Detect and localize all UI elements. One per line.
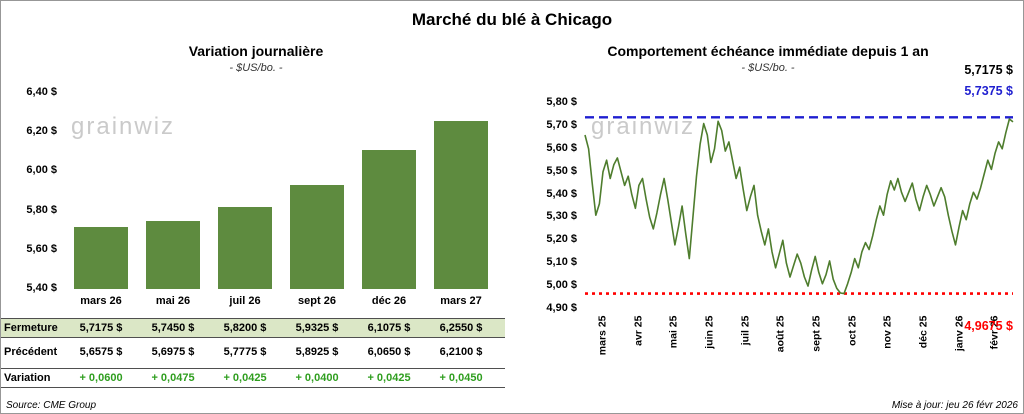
- row-label: Précédent: [4, 346, 58, 358]
- x-tick-label: mai 26: [155, 295, 191, 307]
- x-tick-label: mars 27: [440, 295, 482, 307]
- table-cell: + 0,0450: [439, 372, 483, 384]
- y-tick-label: 6,40 $: [26, 86, 57, 98]
- table-cell: 5,6975 $: [151, 346, 195, 358]
- line-chart-y-axis: 5,80 $ 5,70 $ 5,60 $ 5,50 $ 5,40 $ 5,30 $ 5,20…: [513, 96, 577, 314]
- x-tick-label: déc 25: [917, 315, 930, 349]
- table-cell: 5,9325 $: [295, 322, 339, 334]
- table-cell: 6,2100 $: [439, 346, 483, 358]
- y-tick-label: 5,60 $: [26, 242, 57, 255]
- bar-mars-27: [434, 121, 488, 289]
- bar-chart-y-axis: 6,40 $ 6,20 $ 6,00 $ 5,80 $ 5,60 $ 5,40 $: [1, 86, 57, 294]
- low-price-label: 4,9675 $: [964, 319, 1013, 333]
- bar-chart-title: Variation journalière: [188, 43, 324, 59]
- table-cell: 6,1075 $: [367, 322, 411, 334]
- bar-mars-26: [74, 226, 128, 289]
- x-tick-label: mars 25: [596, 315, 609, 356]
- table-cell: 5,8200 $: [223, 322, 267, 334]
- x-tick-label: juil 25: [739, 315, 751, 346]
- table-cell: 5,7175 $: [79, 322, 123, 334]
- x-tick-label: sept 25: [810, 315, 823, 352]
- bar-juil-26: [218, 206, 272, 289]
- last-price-label: 5,7175 $: [964, 63, 1013, 77]
- table-cell: + 0,0600: [79, 372, 123, 384]
- x-tick-label: oct 25: [846, 315, 858, 346]
- y-tick-label: 5,10 $: [546, 256, 577, 269]
- y-tick-label: 5,50 $: [546, 164, 577, 177]
- table-cell: + 0,0400: [295, 372, 339, 384]
- y-tick-label: 5,70 $: [546, 118, 577, 131]
- bar-chart-subtitle: - $US/bo. -: [229, 62, 283, 74]
- line-chart-x-axis: mars 25 avr 25 mai 25 juin 25 juil 25 août 25…: [585, 313, 1013, 387]
- table-cell: + 0,0425: [367, 372, 411, 384]
- line-chart-plot: [584, 116, 1014, 295]
- x-tick-label: mars 26: [80, 295, 122, 307]
- x-tick-label: déc 26: [371, 295, 407, 307]
- y-tick-label: 5,20 $: [546, 233, 577, 246]
- line-chart-title: Comportement échéance immédiate depuis 1…: [607, 43, 929, 59]
- x-tick-label: juin 25: [703, 315, 716, 349]
- line-chart-subtitle: - $US/bo. -: [741, 62, 795, 74]
- bar-mai-26: [146, 221, 200, 289]
- bar-chart-plot: [65, 93, 497, 289]
- update-timestamp: Mise à jour: jeu 26 févr 2026: [891, 400, 1018, 411]
- table-row-précédent: Précédent 5,6575 $ 5,6975 $ 5,7775 $ 5,8925 …: [1, 343, 505, 363]
- page-title: Marché du blé à Chicago: [411, 10, 613, 29]
- bar-sept-26: [290, 184, 344, 289]
- table-cell: 5,6575 $: [79, 346, 123, 358]
- table-cell: 5,8925 $: [295, 346, 339, 358]
- row-label: Variation: [4, 372, 51, 384]
- front-month-panel: Comportement échéance immédiate depuis 1…: [513, 37, 1023, 393]
- bar-chart-x-axis: mars 26 mai 26 juil 26 sept 26 déc 26 mars 27: [65, 295, 497, 307]
- x-tick-label: nov 25: [881, 315, 894, 349]
- y-tick-label: 5,80 $: [546, 96, 577, 108]
- table-cell: 6,2550 $: [439, 322, 483, 334]
- x-tick-label: juil 26: [229, 295, 261, 307]
- table-cell: + 0,0425: [223, 372, 267, 384]
- y-tick-label: 6,20 $: [26, 125, 57, 138]
- y-tick-label: 5,00 $: [546, 279, 577, 292]
- table-cell: + 0,0475: [151, 372, 195, 384]
- x-tick-label: mai 25: [667, 315, 680, 349]
- y-tick-label: 6,00 $: [26, 164, 57, 177]
- price-table: Fermeture 5,7175 $ 5,7450 $ 5,8200 $ 5,9325 …: [1, 318, 505, 393]
- y-tick-label: 5,80 $: [26, 203, 57, 216]
- row-label: Fermeture: [4, 322, 58, 334]
- table-row-fermeture: Fermeture 5,7175 $ 5,7450 $ 5,8200 $ 5,9325 …: [1, 318, 505, 338]
- x-tick-label: sept 26: [298, 295, 336, 307]
- y-tick-label: 5,30 $: [546, 210, 577, 223]
- high-price-label: 5,7375 $: [964, 84, 1013, 98]
- x-tick-label: août 25: [774, 315, 787, 353]
- y-tick-label: 5,40 $: [26, 282, 57, 294]
- grainwiz-watermark: grainwiz: [71, 113, 176, 140]
- table-cell: 5,7775 $: [223, 346, 267, 358]
- price-line: [584, 118, 1014, 295]
- table-row-variation: Variation + 0,0600 + 0,0475 + 0,0425 + 0,040…: [1, 368, 505, 388]
- x-tick-label: avr 25: [632, 315, 644, 346]
- y-tick-label: 5,40 $: [546, 187, 577, 200]
- daily-variation-panel: Variation journalière - $US/bo. - grainw…: [1, 37, 511, 393]
- y-tick-label: 5,60 $: [546, 141, 577, 154]
- source-note: Source: CME Group: [6, 400, 97, 411]
- table-cell: 6,0650 $: [367, 346, 411, 358]
- y-tick-label: 4,90 $: [546, 302, 577, 314]
- table-cell: 5,7450 $: [151, 322, 195, 334]
- bar-déc-26: [362, 150, 416, 289]
